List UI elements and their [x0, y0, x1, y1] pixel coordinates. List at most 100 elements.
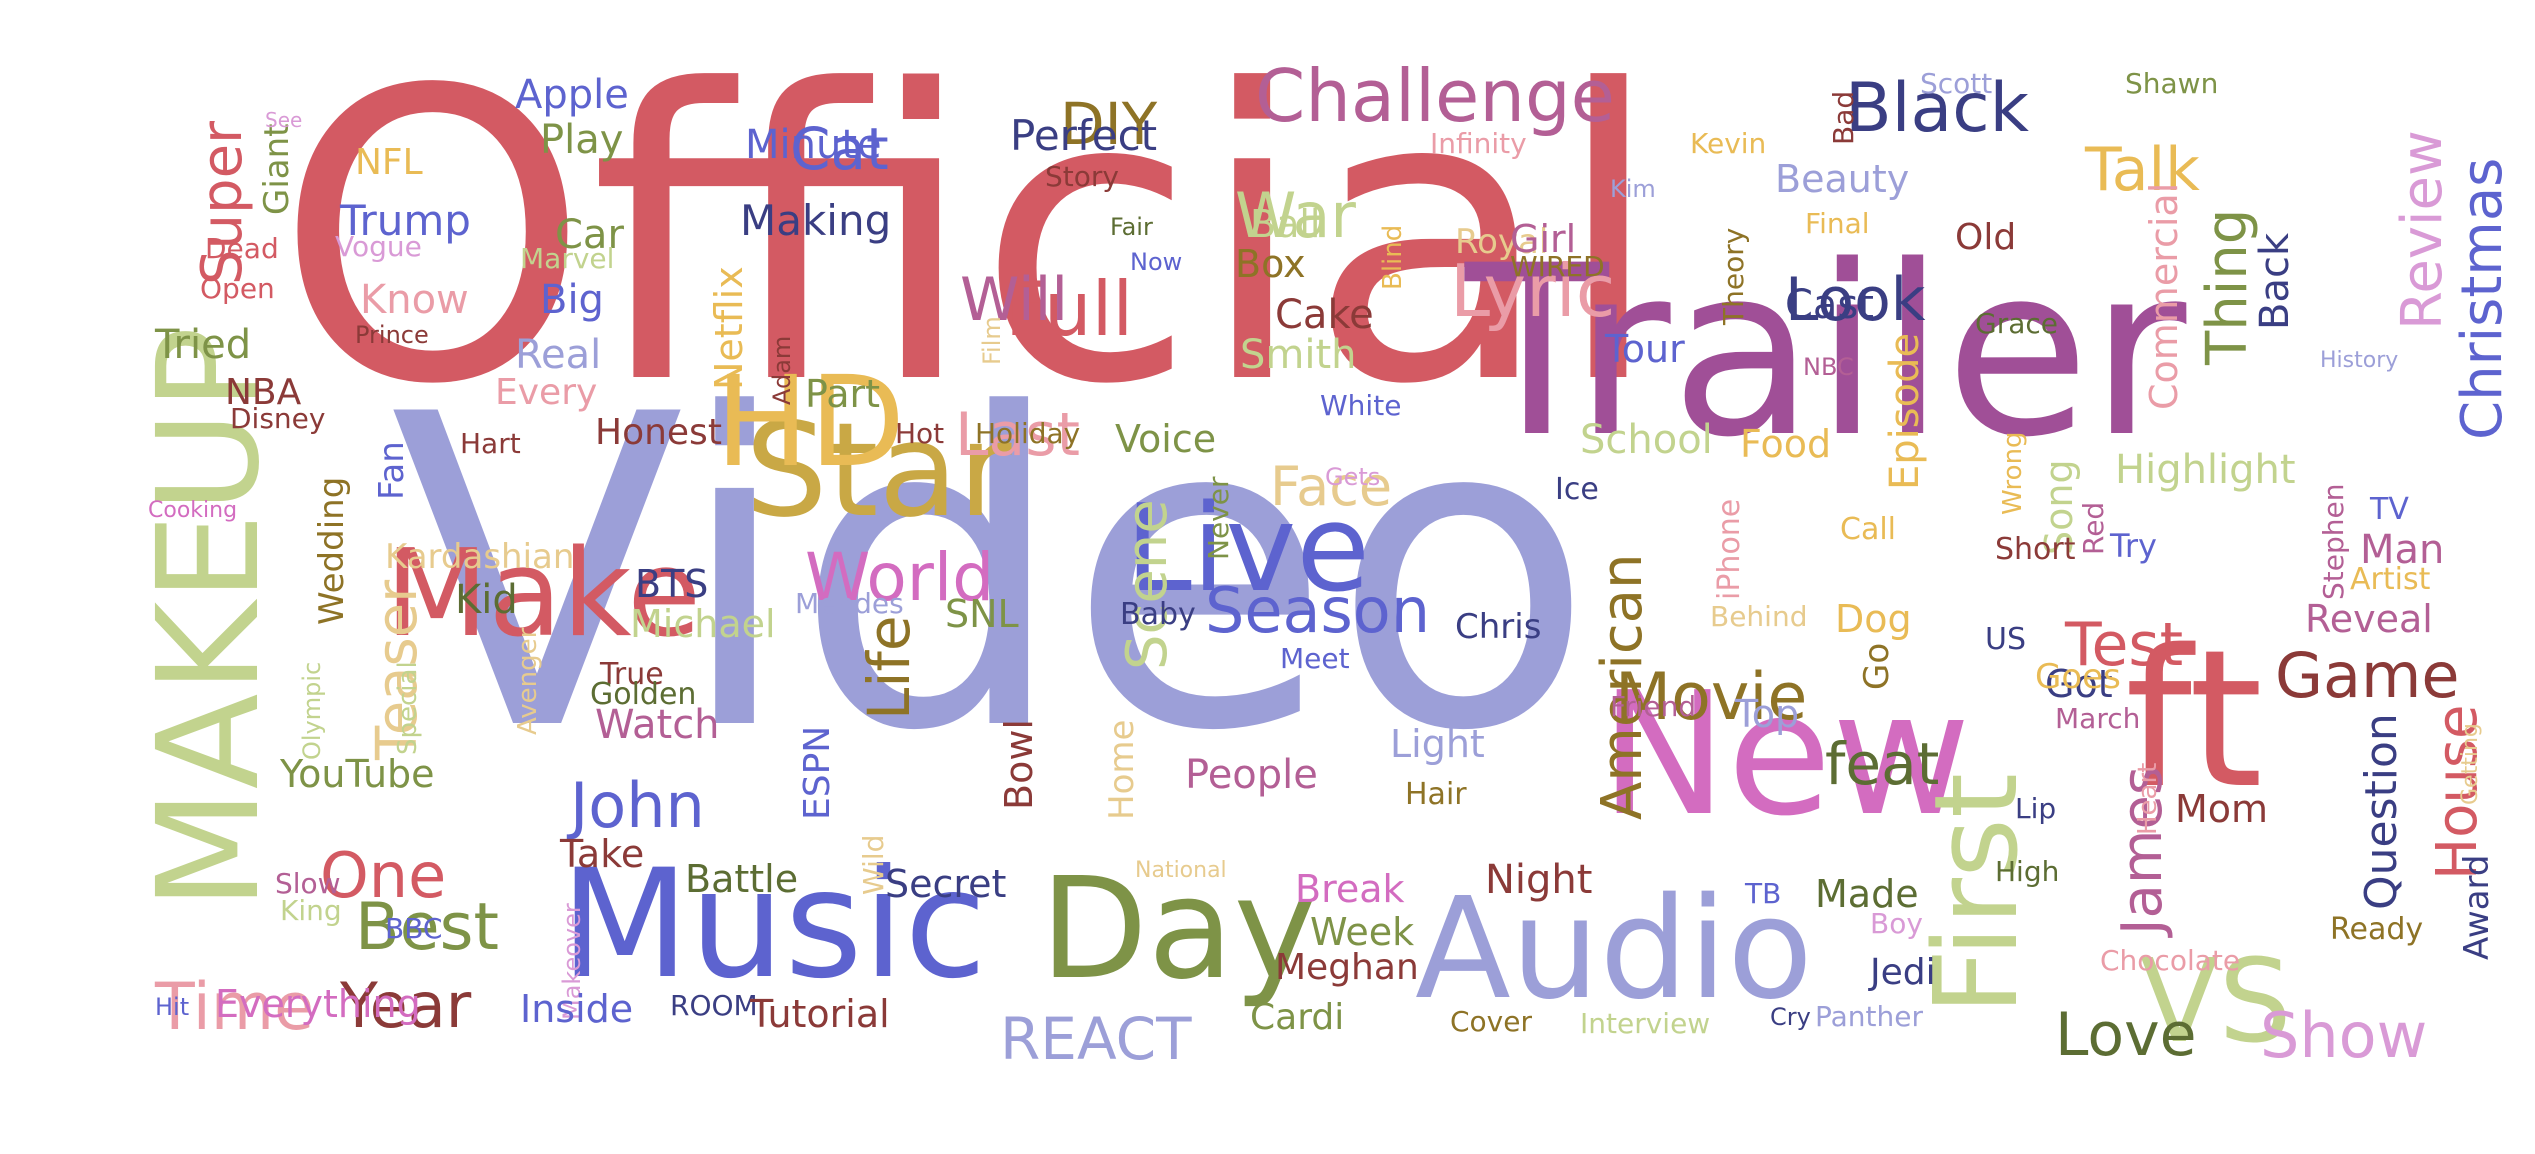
word-meghan: Meghan: [1275, 947, 1419, 988]
word-cooking: Cooking: [148, 498, 238, 523]
word-music: Music: [560, 838, 987, 1012]
word-every: Every: [495, 372, 598, 413]
word-feat: feat: [1825, 730, 1940, 798]
word-beauty: Beauty: [1775, 157, 1910, 201]
word-minute: Minute: [745, 122, 882, 168]
word-call: Call: [1840, 512, 1897, 547]
word-never: Never: [1202, 476, 1235, 560]
word-tour: Tour: [1605, 327, 1685, 371]
word-friend: Friend: [1610, 690, 1697, 723]
word-wedding: Wedding: [312, 476, 352, 625]
word-true: True: [600, 657, 664, 692]
word-episode: Episode: [1882, 332, 1928, 490]
word-see: See: [265, 108, 303, 132]
word-break: Break: [1295, 867, 1405, 911]
word-netflix: Netflix: [707, 266, 751, 390]
word-man: Man: [2360, 527, 2445, 573]
word-love: Love: [2055, 1000, 2197, 1070]
word-king: King: [280, 894, 342, 927]
word-make: Make: [385, 525, 702, 664]
word-wired: WIRED: [1510, 250, 1605, 283]
word-trump: Trump: [340, 196, 471, 245]
word-react: REACT: [1000, 1005, 1192, 1073]
word-blind: Blind: [1378, 224, 1408, 290]
word-dog: Dog: [1835, 597, 1912, 641]
word-world: World: [805, 539, 995, 616]
word-american: American: [1590, 553, 1655, 821]
word-secret: Secret: [885, 862, 1007, 906]
word-short: Short: [1995, 532, 2076, 567]
word-mom: Mom: [2175, 787, 2269, 831]
word-got: Got: [2045, 662, 2113, 706]
word-video: Video: [390, 325, 1595, 825]
word-snl: SNL: [945, 592, 1019, 636]
word-us: US: [1985, 622, 2027, 657]
word-fair: Fair: [1110, 213, 1153, 241]
word-girl: Girl: [1510, 217, 1577, 261]
word-bts: BTS: [635, 562, 709, 606]
word-test: Test: [2065, 610, 2184, 680]
word-film: Film: [978, 316, 1006, 365]
word-best: Best: [355, 890, 499, 965]
word-room: ROOM: [670, 989, 758, 1022]
word-last: Last: [955, 400, 1080, 470]
word-take: Take: [560, 832, 645, 876]
word-white: White: [1320, 389, 1402, 422]
word-making: Making: [740, 196, 892, 245]
word-interview: Interview: [1580, 1007, 1711, 1040]
word-mendes: Mendes: [795, 587, 904, 620]
word-boy: Boy: [1870, 907, 1923, 940]
word-story: Story: [1045, 160, 1119, 193]
word-life: Life: [855, 615, 923, 720]
word-wrong: Wrong: [1998, 431, 2028, 515]
word-national: National: [1135, 858, 1227, 883]
word-old: Old: [1955, 217, 2017, 258]
word-cake: Cake: [1275, 292, 1374, 338]
word-cat: Cat: [790, 115, 889, 183]
word-will: Will: [960, 265, 1069, 335]
word-watch: Watch: [595, 702, 720, 748]
word-play: Play: [540, 117, 624, 163]
word-theory: Theory: [1717, 227, 1750, 325]
word-back: Back: [2252, 232, 2298, 330]
word-game: Game: [2275, 639, 2460, 712]
word-john: John: [570, 769, 705, 842]
word-bowl: Bowl: [997, 719, 1041, 810]
word-lip: Lip: [2015, 792, 2057, 825]
word-hit: Hit: [155, 993, 190, 1021]
word-hair: Hair: [1405, 777, 1467, 812]
word-made: Made: [1815, 872, 1919, 916]
word-shawn: Shawn: [2125, 67, 2219, 100]
word-giant: Giant: [257, 123, 297, 215]
word-top: Top: [1735, 692, 1800, 736]
word-cry: Cry: [1770, 1003, 1811, 1031]
word-cover: Cover: [1450, 1005, 1532, 1038]
word-tb: TB: [1745, 877, 1782, 910]
word-honest: Honest: [595, 412, 722, 453]
word-avenger: Avenger: [513, 627, 543, 735]
word-ft: ft: [2125, 609, 2264, 830]
word-hd: HD: [715, 350, 906, 495]
word-live: Live: [1125, 480, 1371, 619]
word-open: Open: [200, 272, 275, 305]
word-audio: Audio: [1415, 868, 1813, 1031]
word-panther: Panther: [1815, 1000, 1923, 1033]
word-bbc: BBC: [385, 912, 443, 945]
word-school: School: [1580, 417, 1713, 463]
word-golden: Golden: [590, 677, 697, 712]
word-scene: Scene: [1115, 499, 1180, 670]
word-iphone: iPhone: [1712, 498, 1747, 600]
word-battle: Battle: [685, 857, 799, 901]
word-part: Part: [805, 372, 881, 416]
word-challenge: Challenge: [1255, 54, 1615, 138]
word-reveal: Reveal: [2305, 597, 2433, 641]
word-big: Big: [540, 277, 604, 323]
word-high: High: [1995, 855, 2060, 888]
word-food: Food: [1740, 422, 1832, 466]
word-christmas: Christmas: [2450, 157, 2515, 440]
word-commercial: Commercial: [2142, 182, 2186, 410]
word-artist: Artist: [2350, 562, 2431, 597]
word-diy: DIY: [1060, 90, 1158, 158]
word-year: Year: [340, 969, 472, 1042]
